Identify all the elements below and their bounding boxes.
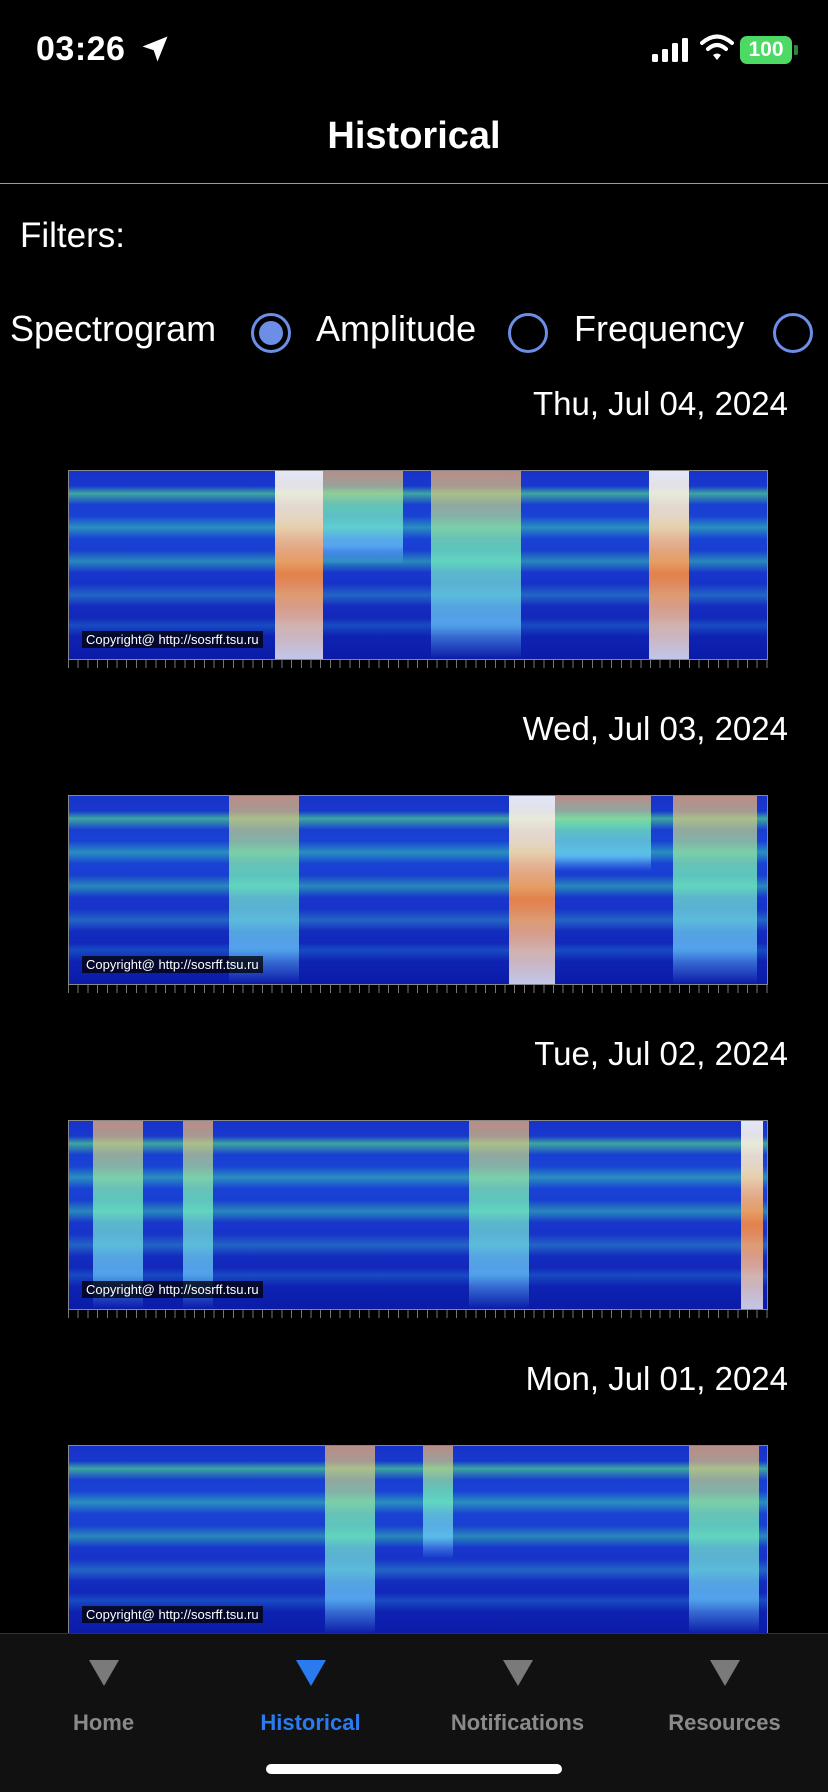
triangle-down-icon — [709, 1660, 740, 1686]
tab-label: Historical — [260, 1710, 361, 1735]
spectrogram-image[interactable]: Copyright@ http://sosrff.tsu.ru — [50, 455, 786, 669]
home-indicator[interactable] — [266, 1764, 562, 1774]
header-divider — [0, 183, 828, 184]
spectrogram-burst — [93, 1121, 143, 1309]
tab-resources[interactable]: Resources — [621, 1646, 828, 1756]
page-title: Historical — [327, 115, 501, 157]
triangle-down-icon — [88, 1660, 119, 1686]
spectrogram-image[interactable]: Copyright@ http://sosrff.tsu.ru — [50, 780, 786, 994]
spectrogram-plot — [68, 1120, 768, 1310]
spectrogram-burst — [689, 1446, 759, 1634]
spectrogram-image[interactable]: Copyright@ http://sosrff.tsu.ru — [50, 1430, 786, 1644]
tab-notifications[interactable]: Notifications — [414, 1646, 621, 1756]
filter-radio-frequency[interactable] — [773, 313, 813, 353]
entry-date: Mon, Jul 01, 2024 — [525, 1360, 788, 1397]
cellular-signal-icon — [652, 38, 688, 62]
spectrogram-copyright: Copyright@ http://sosrff.tsu.ru — [82, 1606, 263, 1623]
triangle-down-icon — [295, 1660, 326, 1686]
spectrogram-burst — [469, 1121, 529, 1309]
tab-home[interactable]: Home — [0, 1646, 207, 1756]
spectrogram-burst — [673, 796, 757, 984]
entry-date: Tue, Jul 02, 2024 — [534, 1035, 788, 1072]
spectrogram-burst — [323, 471, 403, 565]
tab-label: Notifications — [450, 1710, 585, 1735]
spectrogram-plot — [68, 1445, 768, 1635]
tab-label: Resources — [668, 1710, 781, 1735]
spectrogram-burst — [229, 796, 299, 984]
spectrogram-image[interactable]: Copyright@ http://sosrff.tsu.ru — [50, 1105, 786, 1319]
status-time: 03:26 — [36, 30, 126, 68]
triangle-down-icon — [502, 1660, 533, 1686]
filter-label-frequency: Frequency — [574, 308, 745, 349]
spectrogram-copyright: Copyright@ http://sosrff.tsu.ru — [82, 631, 263, 648]
status-bar: 03:26 100 — [0, 0, 828, 100]
spectrogram-copyright: Copyright@ http://sosrff.tsu.ru — [82, 956, 263, 973]
entry-date: Thu, Jul 04, 2024 — [532, 385, 788, 422]
filter-radio-amplitude[interactable] — [508, 313, 548, 353]
filter-radio-spectrogram[interactable] — [251, 313, 291, 353]
spectrogram-burst — [509, 796, 555, 984]
spectrogram-axis — [68, 1310, 768, 1318]
spectrogram-burst — [325, 1446, 375, 1634]
tab-historical[interactable]: Historical — [207, 1646, 414, 1756]
spectrogram-axis — [68, 985, 768, 993]
spectrogram-burst — [431, 471, 521, 659]
entry-date: Wed, Jul 03, 2024 — [522, 710, 788, 747]
battery-indicator: 100 — [740, 36, 792, 64]
spectrogram-plot — [68, 795, 768, 985]
spectrogram-burst — [649, 471, 689, 659]
spectrogram-burst — [555, 796, 651, 872]
tab-label: Home — [72, 1710, 135, 1735]
filters-label: Filters: — [20, 216, 125, 255]
location-arrow-icon — [142, 36, 168, 62]
spectrogram-burst — [423, 1446, 453, 1559]
spectrogram-axis — [68, 660, 768, 668]
spectrogram-burst — [741, 1121, 763, 1309]
spectrogram-plot — [68, 470, 768, 660]
battery-cap — [794, 45, 798, 55]
filter-label-spectrogram: Spectrogram — [10, 308, 217, 349]
wifi-icon — [700, 34, 734, 60]
filter-label-amplitude: Amplitude — [316, 308, 477, 349]
spectrogram-copyright: Copyright@ http://sosrff.tsu.ru — [82, 1281, 263, 1298]
spectrogram-burst — [275, 471, 323, 659]
spectrogram-burst — [183, 1121, 213, 1309]
